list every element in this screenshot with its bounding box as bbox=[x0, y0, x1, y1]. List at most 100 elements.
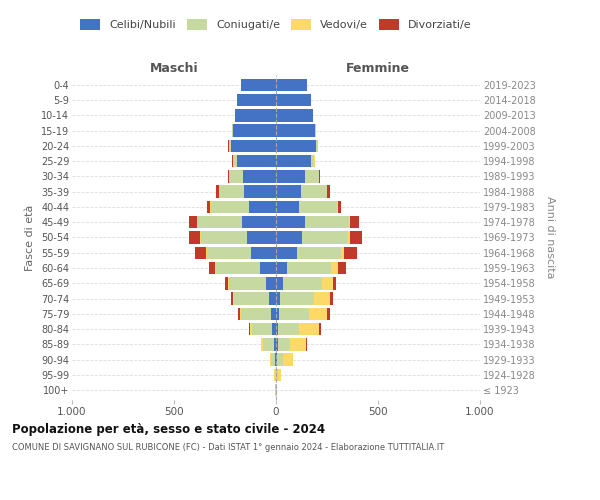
Bar bbox=[276, 78, 307, 91]
Bar bbox=[237, 94, 276, 106]
Bar bbox=[228, 277, 276, 289]
Bar bbox=[276, 124, 316, 137]
Bar bbox=[241, 78, 276, 91]
Bar bbox=[276, 246, 298, 259]
Bar bbox=[260, 338, 276, 350]
Bar bbox=[276, 384, 277, 396]
Bar bbox=[237, 155, 276, 168]
Bar bbox=[276, 246, 341, 259]
Bar bbox=[274, 368, 276, 381]
Bar bbox=[276, 124, 316, 137]
Bar bbox=[276, 94, 311, 106]
Bar bbox=[276, 384, 277, 396]
Bar bbox=[206, 246, 276, 259]
Bar bbox=[231, 140, 276, 152]
Bar bbox=[276, 109, 313, 122]
Bar bbox=[276, 155, 315, 168]
Bar bbox=[276, 231, 302, 244]
Bar bbox=[276, 155, 314, 168]
Bar bbox=[251, 246, 276, 259]
Bar bbox=[249, 323, 276, 336]
Bar bbox=[247, 231, 276, 244]
Bar bbox=[275, 384, 276, 396]
Bar bbox=[235, 109, 276, 122]
Bar bbox=[276, 109, 313, 122]
Bar bbox=[200, 231, 276, 244]
Bar bbox=[237, 94, 276, 106]
Bar bbox=[276, 384, 277, 396]
Bar bbox=[228, 170, 276, 182]
Bar bbox=[263, 338, 276, 350]
Bar bbox=[244, 170, 276, 182]
Bar bbox=[276, 262, 346, 274]
Bar bbox=[276, 78, 307, 91]
Bar bbox=[233, 155, 276, 168]
Bar bbox=[276, 186, 330, 198]
Bar bbox=[211, 200, 276, 213]
Bar bbox=[276, 246, 344, 259]
Bar bbox=[276, 78, 307, 91]
Bar bbox=[276, 368, 281, 381]
Bar bbox=[241, 78, 276, 91]
Bar bbox=[235, 109, 276, 122]
Bar bbox=[270, 354, 276, 366]
Bar bbox=[276, 262, 331, 274]
Bar bbox=[229, 140, 276, 152]
Bar bbox=[197, 216, 276, 228]
Bar bbox=[276, 368, 281, 381]
Bar bbox=[231, 292, 276, 305]
Bar bbox=[276, 109, 313, 122]
Bar bbox=[274, 368, 276, 381]
Bar bbox=[275, 368, 276, 381]
Bar bbox=[276, 338, 307, 350]
Bar bbox=[189, 231, 276, 244]
Text: Femmine: Femmine bbox=[346, 62, 410, 75]
Bar bbox=[276, 354, 293, 366]
Bar bbox=[229, 170, 276, 182]
Bar bbox=[252, 323, 276, 336]
Bar bbox=[237, 94, 276, 106]
Bar bbox=[276, 262, 338, 274]
Bar bbox=[206, 200, 276, 213]
Bar bbox=[276, 277, 333, 289]
Bar bbox=[228, 140, 276, 152]
Bar bbox=[275, 384, 276, 396]
Bar bbox=[276, 124, 315, 137]
Bar bbox=[229, 277, 276, 289]
Bar bbox=[276, 170, 319, 182]
Bar bbox=[250, 200, 276, 213]
Bar bbox=[250, 323, 276, 336]
Bar bbox=[276, 338, 290, 350]
Bar bbox=[276, 246, 357, 259]
Bar bbox=[276, 200, 337, 213]
Text: Maschi: Maschi bbox=[149, 62, 199, 75]
Bar bbox=[276, 200, 341, 213]
Bar bbox=[241, 78, 276, 91]
Bar bbox=[235, 109, 276, 122]
Bar bbox=[275, 384, 276, 396]
Bar bbox=[261, 338, 276, 350]
Bar bbox=[276, 200, 299, 213]
Y-axis label: Anni di nascita: Anni di nascita bbox=[545, 196, 555, 279]
Bar bbox=[276, 78, 307, 91]
Bar bbox=[276, 354, 283, 366]
Bar bbox=[276, 323, 278, 336]
Bar bbox=[200, 231, 276, 244]
Text: COMUNE DI SAVIGNANO SUL RUBICONE (FC) - Dati ISTAT 1° gennaio 2024 - Elaborazion: COMUNE DI SAVIGNANO SUL RUBICONE (FC) - … bbox=[12, 442, 444, 452]
Bar bbox=[276, 200, 338, 213]
Bar bbox=[216, 262, 276, 274]
Bar bbox=[275, 354, 276, 366]
Bar bbox=[276, 323, 319, 336]
Bar bbox=[276, 368, 278, 381]
Bar bbox=[218, 186, 276, 198]
Bar bbox=[229, 140, 276, 152]
Bar bbox=[232, 124, 276, 137]
Bar bbox=[276, 338, 278, 350]
Bar bbox=[189, 216, 276, 228]
Bar bbox=[266, 277, 276, 289]
Bar bbox=[232, 124, 276, 137]
Bar bbox=[276, 277, 283, 289]
Bar bbox=[271, 308, 276, 320]
Bar bbox=[276, 94, 311, 106]
Bar bbox=[211, 200, 276, 213]
